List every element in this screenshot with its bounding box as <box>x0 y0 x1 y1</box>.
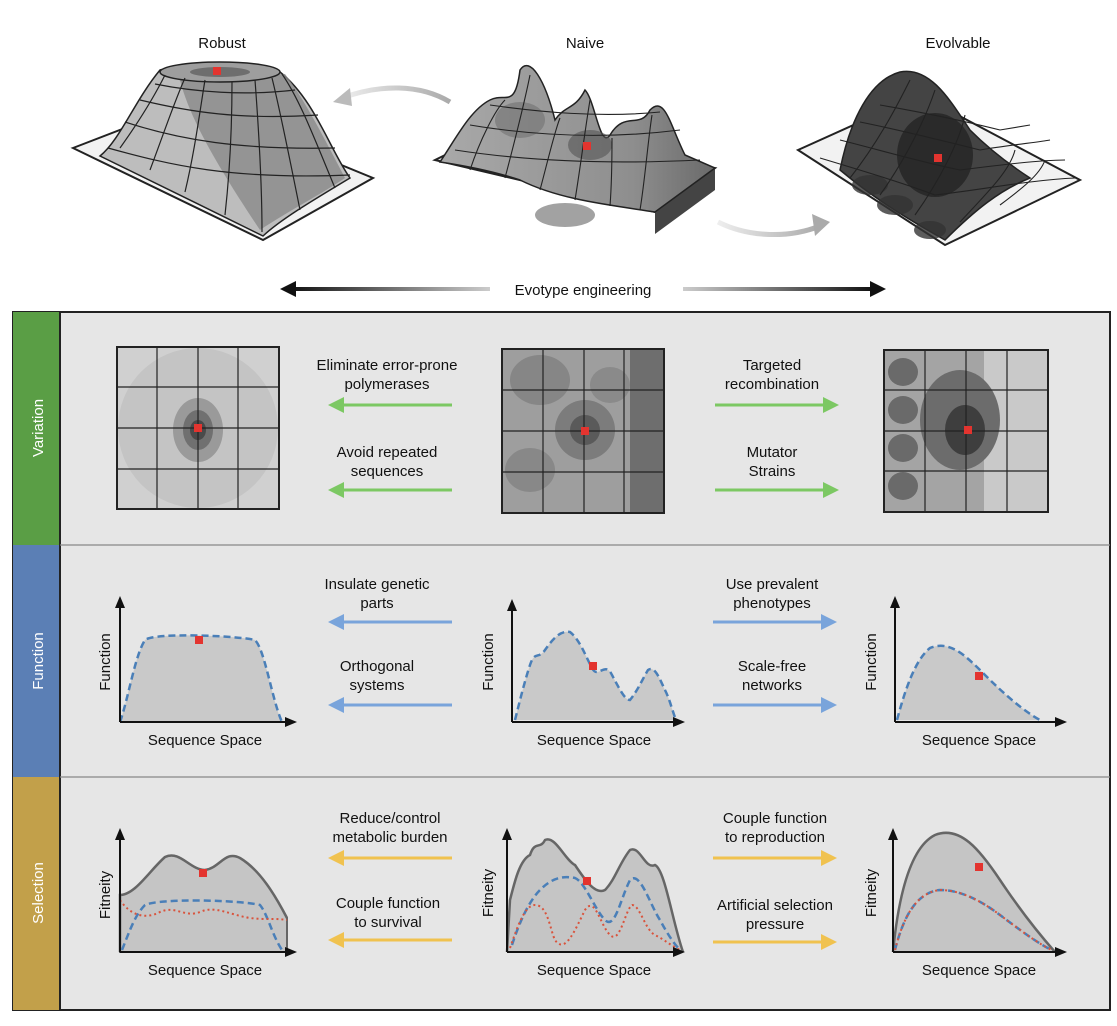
variation-label: Variation <box>30 399 47 457</box>
evotype-engineering-label: Evotype engineering <box>515 282 652 299</box>
selection-right-1-line2: to reproduction <box>725 829 825 846</box>
robust-title: Robust <box>198 35 246 52</box>
function-right-1-line1: Use prevalent <box>726 576 819 593</box>
function-left-1-line2: parts <box>360 595 393 612</box>
selection-evolvable-xlabel: Sequence Space <box>922 962 1036 979</box>
selection-right-2-line1: Artificial selection <box>717 897 833 914</box>
curve-arrow-left <box>341 85 452 105</box>
selection-plot-naive: Fitneity Sequence Space <box>480 828 685 979</box>
selection-plot-robust: Fitneity Sequence Space <box>97 828 297 979</box>
selection-left-2-line2: to survival <box>354 914 422 931</box>
selection-evolvable-ylabel: Fitneity <box>863 868 880 917</box>
naive-marker <box>583 142 591 150</box>
selection-naive-xlabel: Sequence Space <box>537 962 651 979</box>
naive-title: Naive <box>566 35 604 52</box>
evolvable-marker <box>934 154 942 162</box>
evolvable-title: Evolvable <box>925 35 990 52</box>
variation-arrow-right-1: Targeted recombination <box>715 357 839 413</box>
selection-label: Selection <box>30 862 47 924</box>
function-robust-xlabel: Sequence Space <box>148 732 262 749</box>
naive-landscape <box>432 64 718 234</box>
function-plot-robust: Function Sequence Space <box>97 596 297 749</box>
selection-sidebar <box>13 777 60 1010</box>
selection-naive-ylabel: Fitneity <box>480 868 497 917</box>
robust-marker <box>213 67 221 75</box>
selection-plot-evolvable: Fitneity Sequence Space <box>863 828 1067 979</box>
function-sidebar <box>13 545 60 777</box>
evotype-engineering-arrow: Evotype engineering <box>280 281 886 299</box>
function-arrow-left-1: Insulate genetic parts <box>324 576 452 630</box>
curve-arrow-right <box>716 219 821 238</box>
function-arrow-right-2: Scale-free networks <box>713 658 837 713</box>
variation-grid-evolvable <box>883 349 1049 513</box>
function-evolvable-ylabel: Function <box>863 633 880 691</box>
variation-left-1-line2: polymerases <box>344 376 429 393</box>
function-left-1-line1: Insulate genetic <box>324 576 430 593</box>
variation-grid-robust <box>116 346 280 510</box>
variation-grid-naive <box>501 348 665 514</box>
variation-right-1-line2: recombination <box>725 376 819 393</box>
evolvable-landscape <box>795 70 1083 247</box>
selection-right-1-line1: Couple function <box>723 810 827 827</box>
variation-right-2-line2: Strains <box>749 463 796 480</box>
variation-arrow-left-1: Eliminate error-prone polymerases <box>317 357 458 413</box>
selection-arrow-right-1: Couple function to reproduction <box>713 810 837 866</box>
variation-sidebar <box>13 312 60 545</box>
function-left-2-line1: Orthogonal <box>340 658 414 675</box>
function-right-1-line2: phenotypes <box>733 595 811 612</box>
robust-landscape <box>70 61 376 242</box>
variation-left-2-line2: sequences <box>351 463 424 480</box>
function-plot-naive: Function Sequence Space <box>480 599 685 749</box>
variation-arrow-right-2: Mutator Strains <box>715 444 839 498</box>
variation-right-1-line1: Targeted <box>743 357 801 374</box>
variation-arrow-left-2: Avoid repeated sequences <box>328 444 452 498</box>
selection-left-2-line1: Couple function <box>336 895 440 912</box>
variation-left-2-line1: Avoid repeated <box>337 444 438 461</box>
function-naive-xlabel: Sequence Space <box>537 732 651 749</box>
function-plot-evolvable: Function Sequence Space <box>863 596 1067 749</box>
function-right-2-line1: Scale-free <box>738 658 806 675</box>
selection-arrow-left-2: Couple function to survival <box>328 895 452 948</box>
function-arrow-right-1: Use prevalent phenotypes <box>713 576 837 630</box>
function-left-2-line2: systems <box>349 677 404 694</box>
function-right-2-line2: networks <box>742 677 802 694</box>
selection-arrow-left-1: Reduce/control metabolic burden <box>328 810 452 866</box>
function-naive-ylabel: Function <box>480 633 497 691</box>
function-evolvable-xlabel: Sequence Space <box>922 732 1036 749</box>
function-label: Function <box>30 632 47 690</box>
selection-arrow-right-2: Artificial selection pressure <box>713 897 837 950</box>
variation-right-2-line1: Mutator <box>747 444 798 461</box>
selection-left-1-line1: Reduce/control <box>340 810 441 827</box>
selection-robust-xlabel: Sequence Space <box>148 962 262 979</box>
selection-right-2-line2: pressure <box>746 916 804 933</box>
function-arrow-left-2: Orthogonal systems <box>328 658 452 713</box>
selection-robust-ylabel: Fitneity <box>97 870 114 919</box>
function-robust-ylabel: Function <box>97 633 114 691</box>
variation-left-1-line1: Eliminate error-prone <box>317 357 458 374</box>
selection-left-1-line2: metabolic burden <box>332 829 447 846</box>
